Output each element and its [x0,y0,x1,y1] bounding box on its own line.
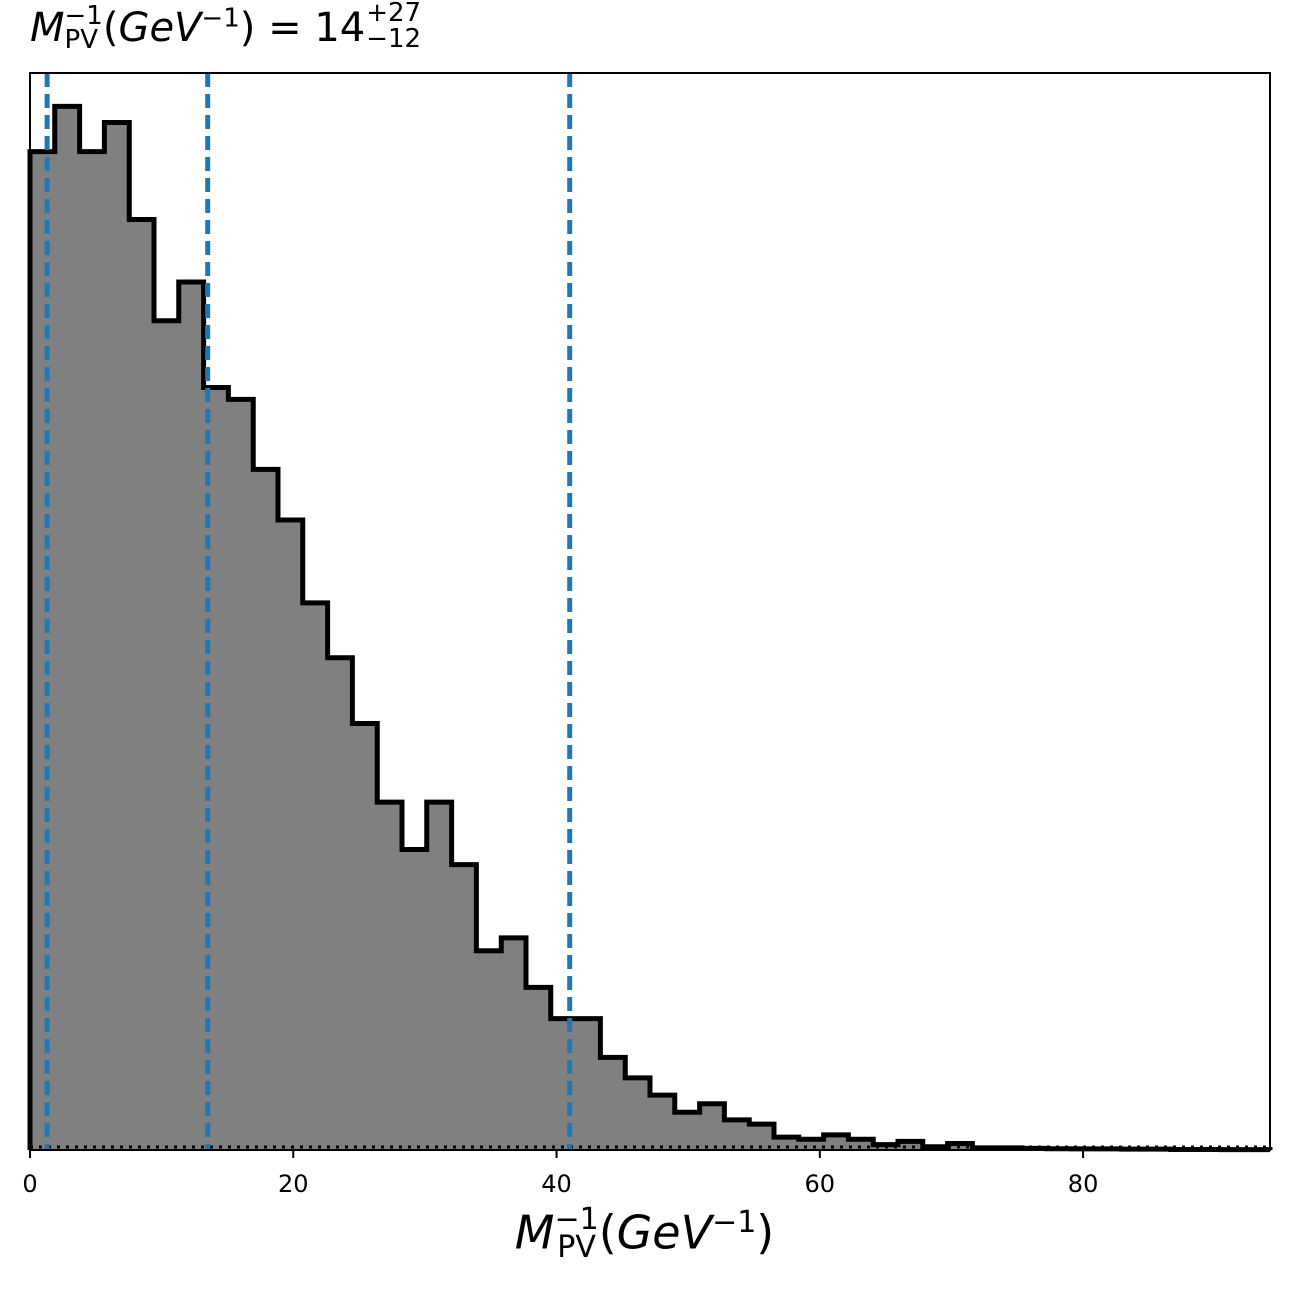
xlabel-unit-open: ( [598,1205,617,1260]
histogram-bar [501,937,527,1150]
histogram-bar [699,1103,725,1150]
histogram-bar [129,219,155,1151]
histogram-bar [79,151,105,1151]
histogram-bar [526,987,552,1150]
xlabel-unit-close: ) [756,1205,775,1260]
histogram-bar [352,723,378,1150]
histogram-bar [798,1139,825,1150]
x-tick-label: 60 [805,1170,836,1198]
title-unit-close: ) [239,5,256,51]
xlabel-unit-sup: −1 [712,1205,757,1240]
histogram-bar [54,106,81,1151]
histogram-bar [278,519,304,1150]
title-value: 14 [314,5,366,51]
histogram-bar [774,1137,800,1150]
title-err-minus: −12 [366,24,422,54]
title-unit-sup: −1 [201,3,240,34]
title-symbol-sub: PV [64,25,98,55]
chart-title: M −1 PV (GeV−1) = 14 +27 −12 [30,0,422,56]
histogram-bar [575,1018,601,1150]
histogram-outline [27,103,1273,1153]
title-equals: = [255,5,315,51]
histogram-bar [327,657,353,1150]
histogram-bar [947,1143,973,1150]
histogram-bar [650,1095,676,1150]
histogram-bar [178,281,205,1150]
title-unit-open: ( [102,5,119,51]
histogram-bar [724,1119,750,1150]
xlabel-symbol-sup: −1 [554,1201,599,1237]
xlabel-unit-base: GeV [616,1205,713,1260]
histogram-bar [600,1057,626,1150]
histogram-bar [426,802,453,1150]
histogram-bar [550,1018,577,1150]
plot-frame [29,72,1271,1151]
histogram-bar [377,802,403,1150]
percentile-lines [44,73,573,1150]
histogram-bar [228,399,254,1150]
histogram-bar [402,849,428,1150]
title-symbol-sup: −1 [64,1,103,31]
histogram-bar [302,602,329,1150]
title-symbol: M [30,5,65,51]
histogram-bar [104,122,130,1151]
title-unit-base: GeV [118,5,202,51]
histogram-bar [898,1141,924,1150]
histogram-bar [625,1077,651,1150]
histogram-bar [476,950,502,1150]
histogram-bars [30,106,1271,1151]
xlabel-symbol: M [514,1205,555,1260]
x-tick-label: 20 [278,1170,309,1198]
xlabel-symbol-sub: PV [557,1229,596,1265]
title-err-plus: +27 [366,0,422,28]
x-tick-label: 80 [1068,1170,1099,1198]
x-ticks: 0 20 40 60 80 [22,1150,1098,1198]
histogram-bar [848,1139,874,1150]
x-tick-label: 0 [22,1170,37,1198]
histogram-bar [253,469,279,1150]
histogram-bar [154,320,180,1151]
x-axis-label: M −1 PV (GeV−1) [0,1201,1289,1265]
histogram-bar [674,1112,701,1150]
x-tick-label: 40 [541,1170,572,1198]
histogram-bar [30,151,56,1151]
histogram-bar [451,864,477,1150]
